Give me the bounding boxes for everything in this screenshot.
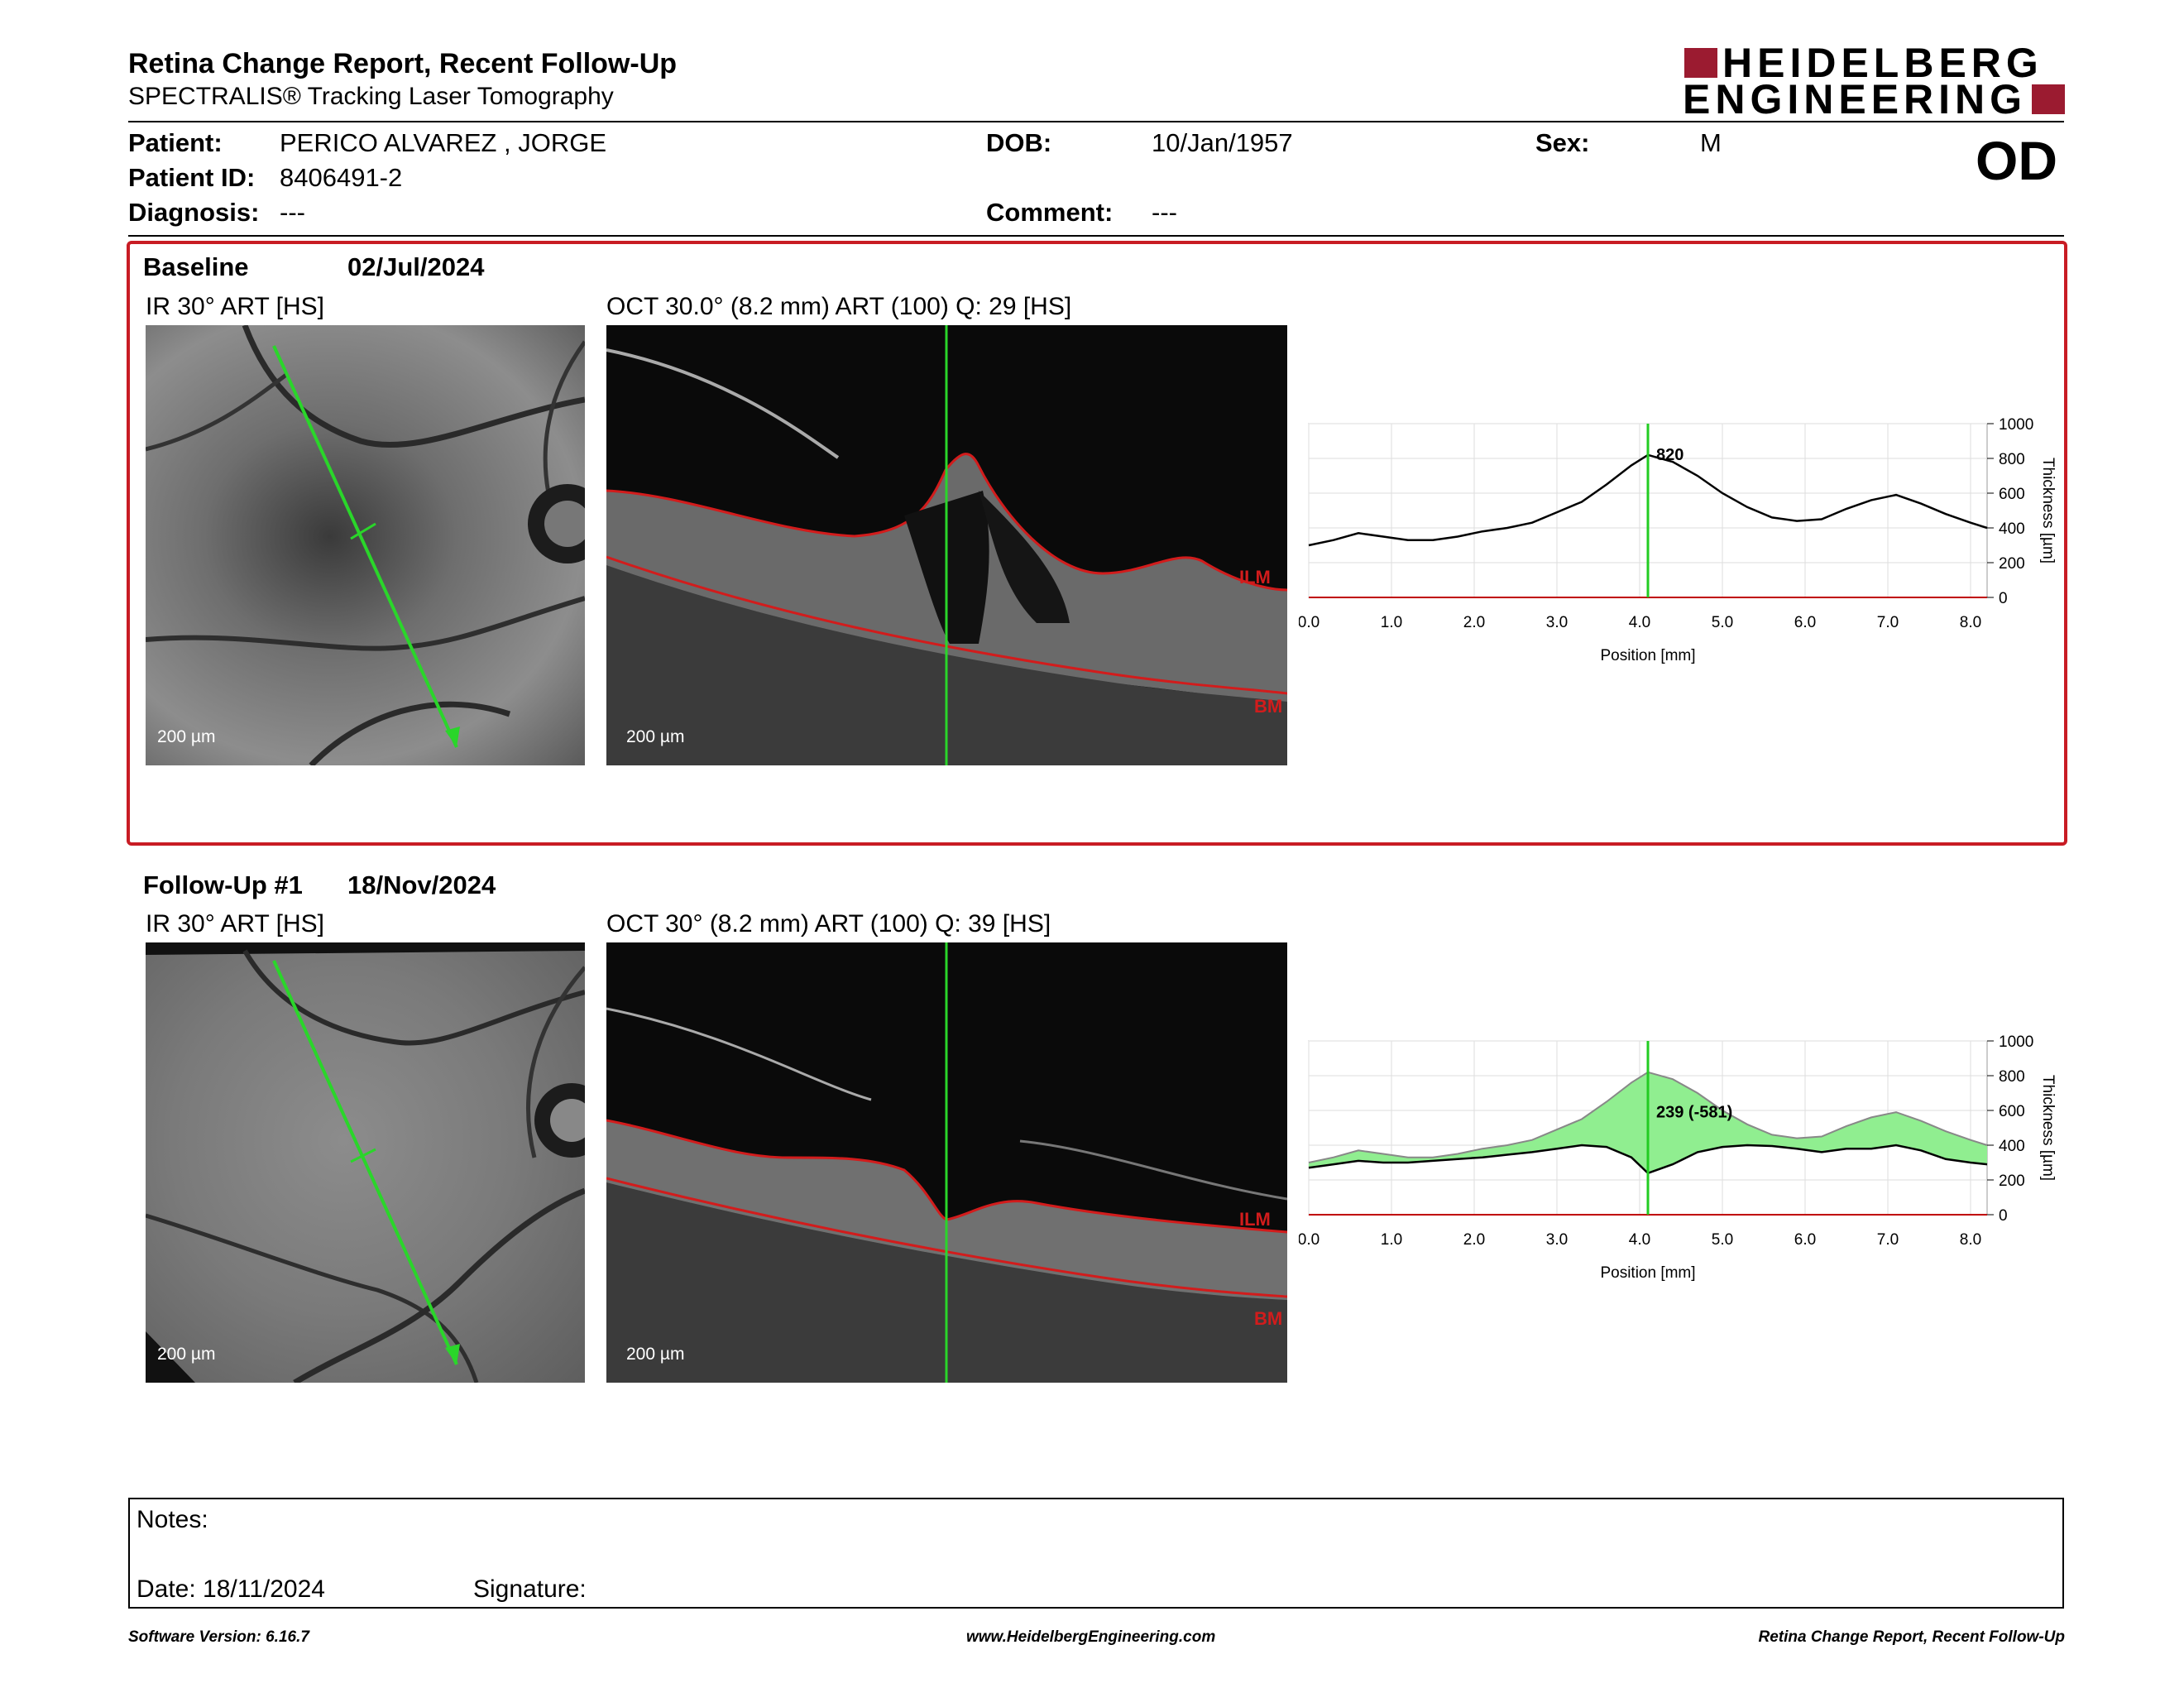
x-tick-label: 3.0	[1546, 1231, 1568, 1249]
y-tick-label: 200	[1999, 555, 2025, 573]
x-tick-label: 1.0	[1381, 1231, 1402, 1249]
y-tick-label: 400	[1999, 1138, 2025, 1155]
x-tick-label: 4.0	[1629, 1231, 1650, 1249]
notes-box[interactable]: Notes: Date: 18/11/2024 Signature:	[128, 1498, 2064, 1609]
baseline-ir-image[interactable]: 200 µm	[146, 325, 585, 765]
baseline-oct-title: OCT 30.0° (8.2 mm) ART (100) Q: 29 [HS]	[606, 293, 1072, 320]
report-subtitle: SPECTRALIS® Tracking Laser Tomography	[128, 83, 614, 110]
followup-bm-label: BM	[1254, 1308, 1282, 1329]
followup-oct-image[interactable]: ILM BM 200 µm	[606, 942, 1287, 1383]
baseline-panel[interactable]	[127, 241, 2067, 846]
signature-label: Signature:	[473, 1575, 587, 1603]
x-tick-label: 8.0	[1960, 1231, 1981, 1249]
y-axis-label: Thickness [µm]	[2039, 458, 2057, 563]
baseline-date: 02/Jul/2024	[347, 252, 485, 281]
baseline-oct-image[interactable]: ILM BM 200 µm	[606, 325, 1287, 765]
x-axis-label: Position [mm]	[1600, 647, 1695, 664]
followup-thickness-chart[interactable]: 0 200 400 600 800 1000 0.0 1.0 2.0 3.0 4.0 5.0 6.0 7.…	[1299, 1031, 2076, 1296]
x-axis-label: Position [mm]	[1600, 1264, 1695, 1282]
sex-value: M	[1700, 128, 1722, 157]
patient-label: Patient:	[128, 128, 223, 157]
x-tick-label: 0.0	[1299, 614, 1320, 631]
followup-ir-scale: 200 µm	[157, 1345, 216, 1364]
cursor-value-label: 239 (-581)	[1656, 1103, 1732, 1121]
comment-value: ---	[1152, 198, 1177, 227]
y-tick-label: 200	[1999, 1172, 2025, 1190]
baseline-ilm-label: ILM	[1239, 567, 1271, 587]
baseline-oct-scale: 200 µm	[626, 727, 685, 746]
y-tick-label: 800	[1999, 451, 2025, 468]
followup-oct-scale: 200 µm	[626, 1345, 685, 1364]
x-tick-label: 1.0	[1381, 614, 1402, 631]
x-tick-label: 0.0	[1299, 1231, 1320, 1249]
followup-ir-title: IR 30° ART [HS]	[146, 910, 324, 938]
x-tick-label: 5.0	[1712, 1231, 1733, 1249]
patient-name: PERICO ALVAREZ , JORGE	[280, 128, 607, 157]
oct-bscan-icon: ILM BM	[606, 942, 1287, 1383]
followup-ilm-label: ILM	[1239, 1209, 1271, 1230]
patient-id-label: Patient ID:	[128, 163, 256, 192]
y-axis-label: Thickness [µm]	[2039, 1075, 2057, 1181]
y-tick-label: 0	[1999, 590, 2008, 607]
followup-oct-title: OCT 30° (8.2 mm) ART (100) Q: 39 [HS]	[606, 910, 1051, 938]
diagnosis-value: ---	[280, 198, 305, 227]
comment-label: Comment:	[986, 198, 1114, 227]
baseline-thickness-chart[interactable]: 0 200 400 600 800 1000 0.0 1.0 2.0 3.0 4.0 5.0 6.0 7.…	[1299, 414, 2076, 679]
y-tick-label: 1000	[1999, 1033, 2033, 1051]
x-tick-label: 6.0	[1794, 1231, 1816, 1249]
cursor-value-label: 820	[1656, 446, 1684, 464]
retina-vessels-icon	[146, 325, 585, 765]
retina-vessels-icon	[146, 942, 585, 1383]
x-tick-label: 7.0	[1877, 1231, 1899, 1249]
patient-id: 8406491-2	[280, 163, 403, 192]
y-tick-label: 0	[1999, 1207, 2008, 1225]
baseline-label: Baseline	[143, 252, 249, 281]
report-title: Retina Change Report, Recent Follow-Up	[128, 48, 678, 79]
y-tick-label: 400	[1999, 520, 2025, 538]
followup-ir-image[interactable]: 200 µm	[146, 942, 585, 1383]
x-tick-label: 3.0	[1546, 614, 1568, 631]
x-tick-label: 5.0	[1712, 614, 1733, 631]
y-tick-label: 600	[1999, 1103, 2025, 1120]
x-tick-label: 2.0	[1463, 1231, 1485, 1249]
x-tick-label: 6.0	[1794, 614, 1816, 631]
y-tick-label: 800	[1999, 1068, 2025, 1086]
oct-bscan-icon: ILM BM	[606, 325, 1287, 765]
x-tick-label: 8.0	[1960, 614, 1981, 631]
eye-label: OD	[1976, 130, 2057, 191]
footer-website-link[interactable]: www.HeidelbergEngineering.com	[966, 1628, 1216, 1646]
x-tick-label: 2.0	[1463, 614, 1485, 631]
notes-date: Date: 18/11/2024	[136, 1575, 325, 1603]
dob-value: 10/Jan/1957	[1152, 128, 1293, 157]
baseline-ir-scale: 200 µm	[157, 727, 216, 746]
dob-label: DOB:	[986, 128, 1052, 157]
footer-software-version: Software Version: 6.16.7	[128, 1628, 309, 1646]
x-tick-label: 4.0	[1629, 614, 1650, 631]
y-tick-label: 600	[1999, 486, 2025, 503]
baseline-ir-title: IR 30° ART [HS]	[146, 293, 324, 320]
footer-report-name: Retina Change Report, Recent Follow-Up	[1758, 1628, 2065, 1646]
x-tick-label: 7.0	[1877, 614, 1899, 631]
y-tick-label: 1000	[1999, 416, 2033, 434]
diagnosis-label: Diagnosis:	[128, 198, 260, 227]
sex-label: Sex:	[1535, 128, 1590, 157]
notes-label: Notes:	[136, 1506, 208, 1533]
baseline-bm-label: BM	[1254, 696, 1282, 717]
followup-date: 18/Nov/2024	[347, 870, 496, 899]
followup-label: Follow-Up #1	[143, 870, 303, 899]
